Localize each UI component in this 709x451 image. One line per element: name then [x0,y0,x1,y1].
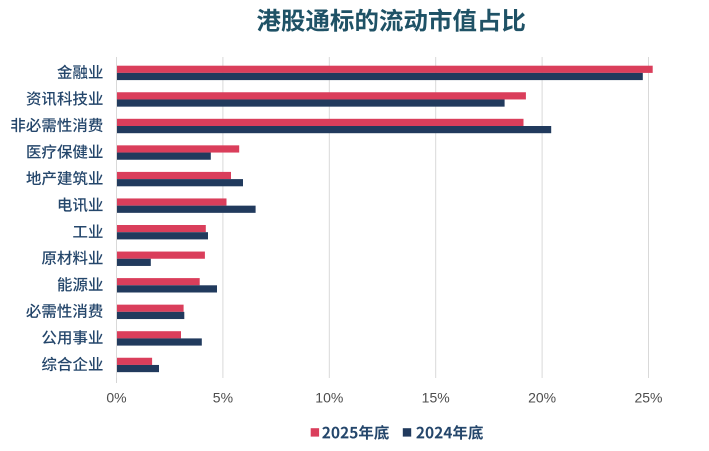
svg-text:0%: 0% [106,390,126,406]
svg-text:5%: 5% [213,390,233,406]
svg-text:15%: 15% [422,390,450,406]
svg-text:20%: 20% [528,390,556,406]
svg-text:25%: 25% [634,390,662,406]
svg-text:10%: 10% [315,390,343,406]
